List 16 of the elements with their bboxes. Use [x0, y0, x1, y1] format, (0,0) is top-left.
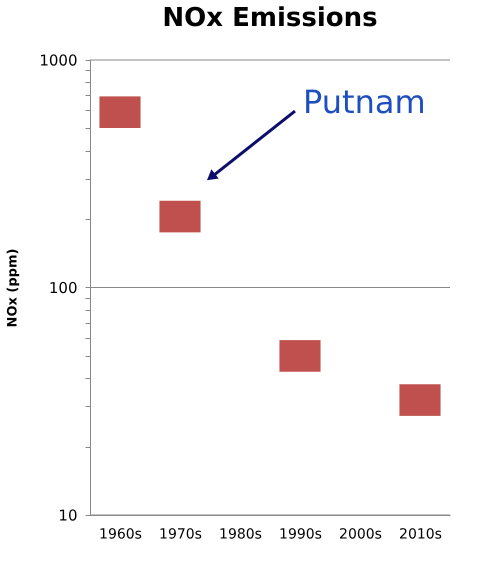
x-tick-label: 1970s — [159, 526, 202, 542]
chart-title: NOx Emissions — [162, 3, 378, 33]
annotation: Putnam — [303, 83, 426, 122]
point — [99, 96, 141, 128]
x-tick-label: 1960s — [99, 526, 142, 542]
point — [159, 200, 201, 232]
point — [399, 384, 441, 416]
y-tick-label: 1000 — [39, 52, 78, 70]
y-tick-label: 100 — [48, 279, 78, 297]
point — [279, 340, 321, 372]
x-tick-label: 1990s — [279, 526, 322, 542]
y-tick-label: 10 — [58, 506, 78, 524]
y-axis-title: NOx (ppm) — [5, 248, 20, 328]
x-tick-label: 2010s — [399, 526, 442, 542]
x-tick-label: 1980s — [219, 526, 262, 542]
x-tick-label: 2000s — [339, 526, 382, 542]
